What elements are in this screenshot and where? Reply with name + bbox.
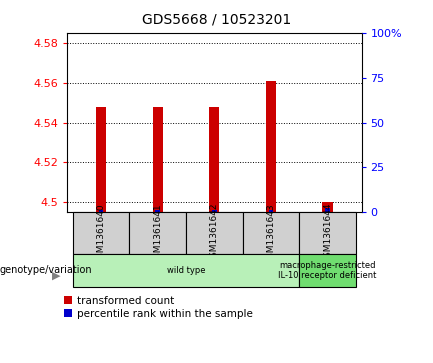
Bar xyxy=(96,106,106,212)
Text: GSM1361644: GSM1361644 xyxy=(323,203,332,264)
Bar xyxy=(129,212,186,254)
Text: ▶: ▶ xyxy=(52,271,61,281)
Text: GSM1361642: GSM1361642 xyxy=(210,203,219,264)
Bar xyxy=(299,254,356,287)
Bar xyxy=(73,212,129,254)
Text: GSM1361641: GSM1361641 xyxy=(153,203,162,264)
Text: wild type: wild type xyxy=(167,266,205,275)
Bar xyxy=(152,106,163,212)
Legend: transformed count, percentile rank within the sample: transformed count, percentile rank withi… xyxy=(64,295,253,319)
Bar xyxy=(268,210,273,212)
Bar xyxy=(99,210,103,212)
Bar xyxy=(155,210,160,212)
Text: GSM1361640: GSM1361640 xyxy=(97,203,106,264)
Bar xyxy=(209,106,220,212)
Bar xyxy=(186,212,242,254)
Text: macrophage-restricted
IL-10 receptor deficient: macrophage-restricted IL-10 receptor def… xyxy=(278,261,377,280)
Text: GDS5668 / 10523201: GDS5668 / 10523201 xyxy=(142,13,291,27)
Bar xyxy=(242,212,299,254)
Text: genotype/variation: genotype/variation xyxy=(0,265,93,276)
Bar xyxy=(212,210,216,212)
Bar xyxy=(266,81,276,212)
Bar xyxy=(73,254,299,287)
Bar xyxy=(323,202,333,212)
Bar xyxy=(299,212,356,254)
Text: GSM1361643: GSM1361643 xyxy=(266,203,275,264)
Bar xyxy=(325,208,330,212)
